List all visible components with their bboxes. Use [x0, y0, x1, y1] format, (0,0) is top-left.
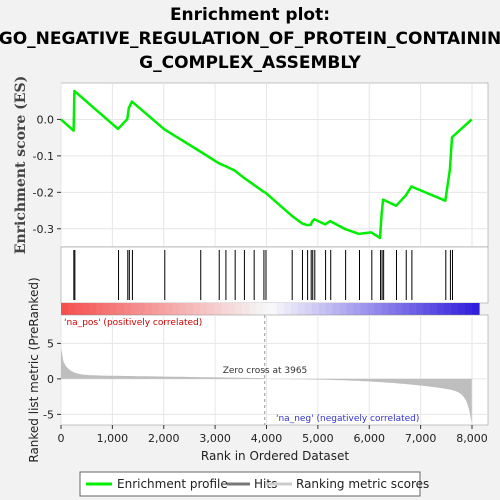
xtick-label: 8,000	[456, 432, 488, 445]
colorbar-segment	[172, 303, 181, 315]
colorbar-segment	[402, 303, 410, 315]
xtick-label: 1,000	[97, 432, 129, 445]
colorbar-segment	[151, 303, 160, 315]
legend-ranking-label: Ranking metric scores	[296, 477, 429, 491]
metric-panel	[60, 314, 489, 426]
xlabel: Rank in Ordered Dataset	[201, 449, 349, 463]
xticks: 0 1,000 2,000 3,000 4,000 5,000 6,000 7,000 8,00…	[58, 425, 488, 445]
colorbar-segment	[346, 303, 355, 315]
colorbar-segment	[283, 303, 292, 315]
colorbar-segment	[311, 303, 320, 315]
colorbar-segment	[95, 303, 104, 315]
colorbar-segment	[221, 303, 229, 315]
pos-label: 'na_pos' (positively correlated)	[64, 318, 202, 328]
xtick-label: 7,000	[405, 432, 437, 445]
colorbar-segment	[193, 303, 201, 315]
colorbar-segment	[353, 303, 362, 315]
colorbar-segment	[381, 303, 389, 315]
colorbar-segment	[68, 303, 76, 315]
xtick-label: 6,000	[354, 432, 386, 445]
es-ylabel: Enrichment score (ES)	[13, 76, 29, 254]
title-line-3: G_COMPLEX_ASSEMBLY	[139, 53, 361, 73]
colorbar-segment	[472, 303, 480, 315]
colorbar-segment	[102, 303, 111, 315]
colorbar-segment	[451, 303, 459, 315]
legend-hits-label: Hits	[254, 477, 277, 491]
colorbar-segment	[109, 303, 118, 315]
colorbar-segment	[242, 303, 250, 315]
colorbar-segment	[430, 303, 438, 315]
colorbar-segment	[256, 303, 264, 315]
colorbar-segment	[276, 303, 285, 315]
colorbar-segment	[263, 303, 271, 315]
es-ytick-label: -0.3	[33, 223, 54, 236]
es-ytick-label: 0.0	[37, 113, 55, 126]
colorbar-segment	[318, 303, 327, 315]
colorbar-segment	[88, 303, 97, 315]
colorbar-segment	[325, 303, 334, 315]
colorbar-segment	[158, 303, 167, 315]
colorbar-segment	[458, 303, 466, 315]
metric-ytick-label: 5	[47, 337, 54, 350]
colorbar-segment	[165, 303, 174, 315]
xtick-label: 3,000	[199, 432, 231, 445]
metric-ytick-label: 0	[47, 373, 54, 386]
xtick-label: 2,000	[148, 432, 180, 445]
colorbar-segment	[444, 303, 452, 315]
title-line-1: Enrichment plot:	[170, 5, 330, 25]
colorbar-segment	[339, 303, 348, 315]
colorbar-segment	[200, 303, 208, 315]
rank-colorbar	[61, 303, 480, 315]
xtick-label: 0	[58, 432, 65, 445]
colorbar-segment	[416, 303, 424, 315]
zero-cross-label: Zero cross at 3965	[223, 366, 308, 376]
colorbar-segment	[207, 303, 215, 315]
colorbar-segment	[116, 303, 125, 315]
neg-label: 'na_neg' (negatively correlated)	[276, 414, 419, 424]
hits-panel	[60, 246, 489, 304]
xtick-label: 4,000	[251, 432, 283, 445]
title-line-2: GO_NEGATIVE_REGULATION_OF_PROTEIN_CONTAI…	[0, 29, 500, 49]
metric-yticks: 5 0 -5	[43, 337, 61, 421]
xtick-label: 5,000	[302, 432, 334, 445]
colorbar-segment	[332, 303, 341, 315]
colorbar-segment	[249, 303, 257, 315]
colorbar-segment	[423, 303, 431, 315]
es-ytick-label: -0.1	[33, 150, 54, 163]
colorbar-segment	[144, 303, 153, 315]
hits-marks	[73, 250, 453, 300]
metric-ytick-label: -5	[43, 408, 54, 421]
colorbar-segment	[297, 303, 306, 315]
colorbar-segment	[374, 303, 383, 315]
es-yticks: 0.0 -0.1 -0.2 -0.3	[33, 113, 61, 236]
colorbar-segment	[179, 303, 187, 315]
colorbar-segment	[290, 303, 299, 315]
colorbar-segment	[61, 303, 69, 315]
colorbar-segment	[123, 303, 132, 315]
colorbar-segment	[360, 303, 369, 315]
colorbar-segment	[81, 303, 90, 315]
colorbar-segment	[214, 303, 222, 315]
legend-enrichment-label: Enrichment profile	[117, 477, 228, 491]
colorbar-segment	[235, 303, 243, 315]
es-panel	[60, 82, 489, 248]
colorbar-segment	[186, 303, 194, 315]
colorbar-segment	[437, 303, 445, 315]
colorbar-segment	[409, 303, 417, 315]
colorbar-segment	[74, 303, 83, 315]
enrichment-profile-line	[60, 89, 473, 240]
colorbar-segment	[465, 303, 473, 315]
colorbar-segment	[137, 303, 146, 315]
colorbar-segment	[304, 303, 313, 315]
colorbar-segment	[270, 303, 278, 315]
es-ytick-label: -0.2	[33, 186, 54, 199]
colorbar-segment	[130, 303, 139, 315]
colorbar-segment	[388, 303, 396, 315]
colorbar-segment	[228, 303, 236, 315]
metric-ylabel: Ranked list metric (PreRanked)	[27, 277, 41, 462]
colorbar-segment	[367, 303, 376, 315]
colorbar-segment	[395, 303, 403, 315]
es-gridlines	[60, 83, 488, 247]
